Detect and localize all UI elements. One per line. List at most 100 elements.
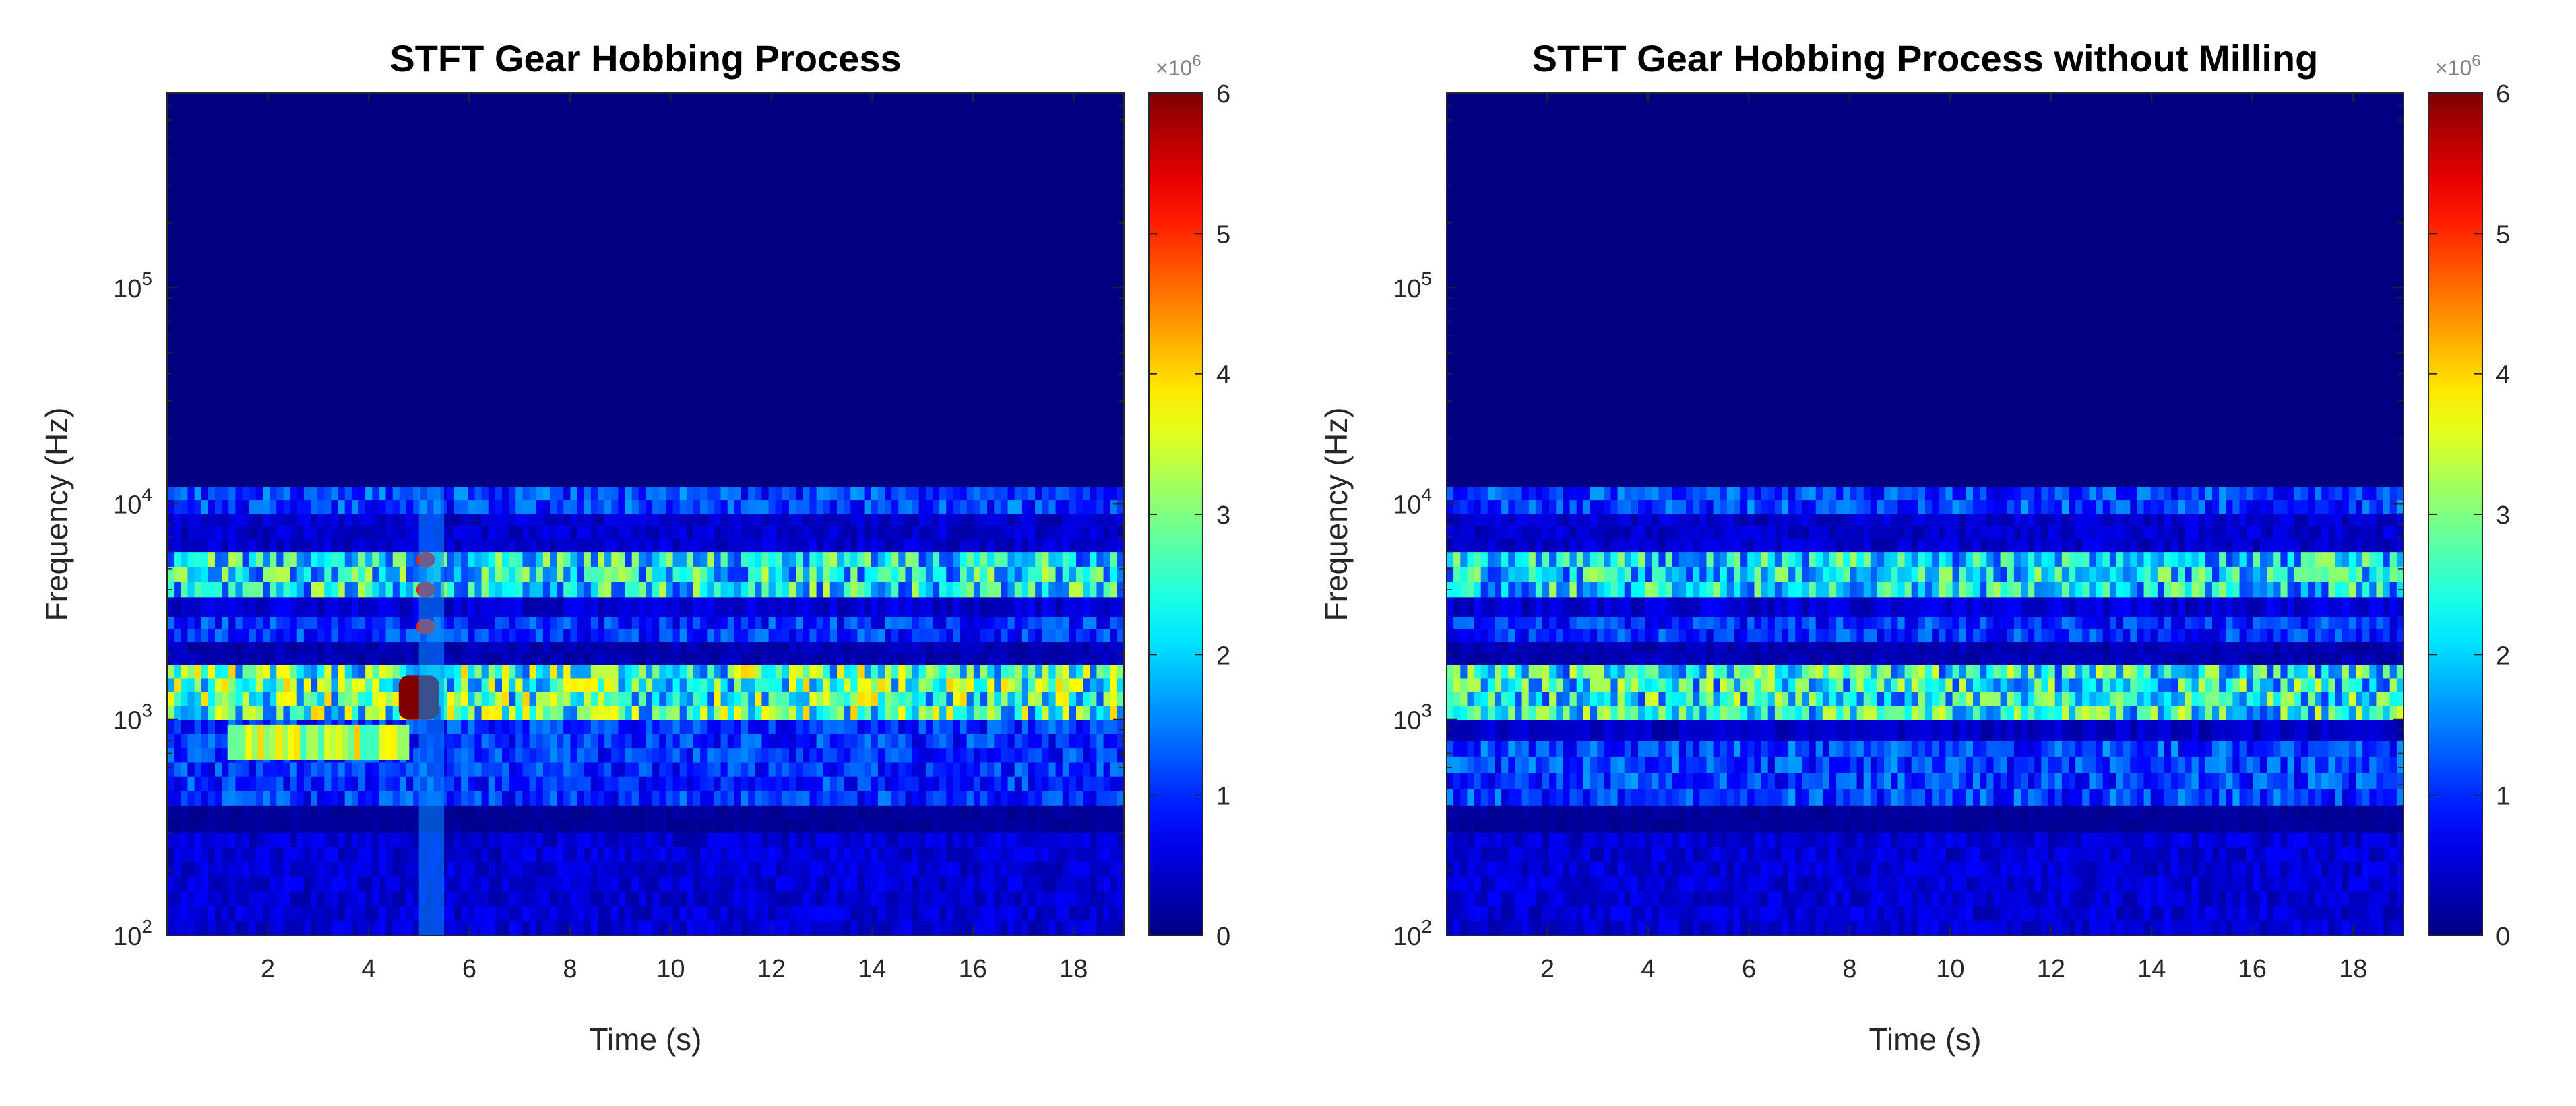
heat-cell: [474, 819, 482, 833]
heat-cell: [1007, 616, 1015, 630]
heat-cell: [905, 641, 913, 654]
heat-cell: [707, 891, 715, 907]
heat-cell: [987, 514, 995, 527]
heat-cell: [918, 847, 926, 863]
heat-cell: [536, 539, 544, 553]
heat-cell: [1576, 847, 1584, 863]
heat-cell: [918, 678, 926, 693]
heat-cell: [796, 652, 803, 665]
heat-cell: [720, 582, 728, 598]
heat-cell: [324, 652, 332, 665]
heat-cell: [344, 487, 352, 501]
heat-cell: [782, 706, 790, 720]
heat-cell: [502, 891, 509, 907]
heat-cell: [379, 629, 387, 642]
heat-cell: [557, 551, 564, 567]
heat-cell: [331, 629, 339, 642]
heat-cell: [604, 526, 612, 540]
heat-cell: [344, 706, 352, 720]
heat-cell: [980, 861, 988, 878]
heat-cell: [174, 539, 181, 553]
heat-cell: [604, 652, 612, 665]
heat-cell: [379, 819, 387, 833]
heat-cell: [768, 526, 776, 540]
heat-cell: [618, 706, 626, 720]
heat-cell: [925, 876, 933, 892]
heat-cell: [440, 616, 448, 630]
heat-cell: [372, 539, 380, 553]
heat-cell: [385, 762, 394, 778]
heat-cell: [604, 539, 612, 553]
heat-cell: [255, 762, 263, 778]
heat-cell: [1069, 733, 1077, 749]
heat-cell: [803, 706, 811, 720]
heat-cell: [905, 891, 913, 907]
x-tick-label: 14: [858, 955, 886, 983]
heat-cell: [631, 500, 639, 514]
heat-cell: [871, 551, 879, 567]
heat-cell: [646, 861, 653, 878]
heat-cell: [714, 748, 722, 764]
heat-cell: [1966, 847, 1974, 863]
heat-cell: [727, 847, 735, 863]
heat-cell: [912, 616, 920, 630]
heat-cell: [311, 596, 318, 617]
heat-cell: [536, 692, 544, 706]
heat-cell: [625, 819, 633, 833]
heat-cell: [239, 724, 247, 760]
heat-cell: [700, 906, 708, 921]
heat-cell: [1090, 652, 1098, 665]
heat-cell: [789, 652, 796, 665]
heat-cell: [761, 526, 769, 540]
heat-cell: [550, 692, 557, 706]
heat-cell: [481, 664, 489, 679]
heat-cell: [270, 616, 277, 630]
heat-cell: [461, 891, 468, 907]
heat-cell: [672, 762, 681, 778]
heat-cell: [1993, 832, 2001, 848]
heat-cell: [659, 500, 667, 514]
heat-cell: [933, 706, 940, 720]
heat-cell: [270, 706, 277, 720]
heat-cell: [960, 596, 968, 617]
heat-cell: [987, 805, 995, 820]
heat-cell: [1665, 847, 1673, 863]
heat-cell: [392, 762, 400, 778]
heat-cell: [296, 706, 305, 720]
heat-cell: [311, 514, 318, 527]
heat-cell: [782, 847, 790, 863]
heat-cell: [768, 776, 776, 792]
heat-cell: [686, 847, 694, 863]
heat-cell: [550, 539, 557, 553]
colorbar-tick-label: 5: [1216, 220, 1230, 249]
heat-cell: [1467, 832, 1475, 848]
heat-cell: [1048, 616, 1057, 630]
heat-cell: [283, 596, 291, 617]
heat-cell: [344, 876, 352, 892]
heat-cell: [987, 819, 995, 833]
heat-cell: [720, 876, 728, 892]
heat-cell: [542, 641, 551, 654]
heat-cell: [194, 832, 202, 848]
heat-cell: [1042, 629, 1050, 642]
heat-cell: [509, 876, 516, 892]
heat-cell: [1035, 861, 1042, 878]
heat-cell: [563, 719, 571, 735]
heat-cell: [925, 664, 933, 679]
heat-cell: [488, 832, 496, 848]
heat-cell: [714, 664, 722, 679]
heat-cell: [311, 791, 318, 806]
heat-cell: [925, 487, 933, 501]
heat-cell: [563, 487, 571, 501]
heat-cell: [515, 776, 524, 792]
heat-cell: [385, 832, 394, 848]
heat-cell: [905, 847, 913, 863]
heat-cell: [638, 906, 646, 921]
heat-cell: [734, 526, 742, 540]
heat-cell: [570, 692, 578, 706]
heat-cell: [1035, 819, 1042, 833]
heat-cell: [351, 891, 359, 907]
heat-cell: [1062, 566, 1070, 582]
heat-cell: [187, 733, 195, 749]
heat-cell: [625, 861, 633, 878]
